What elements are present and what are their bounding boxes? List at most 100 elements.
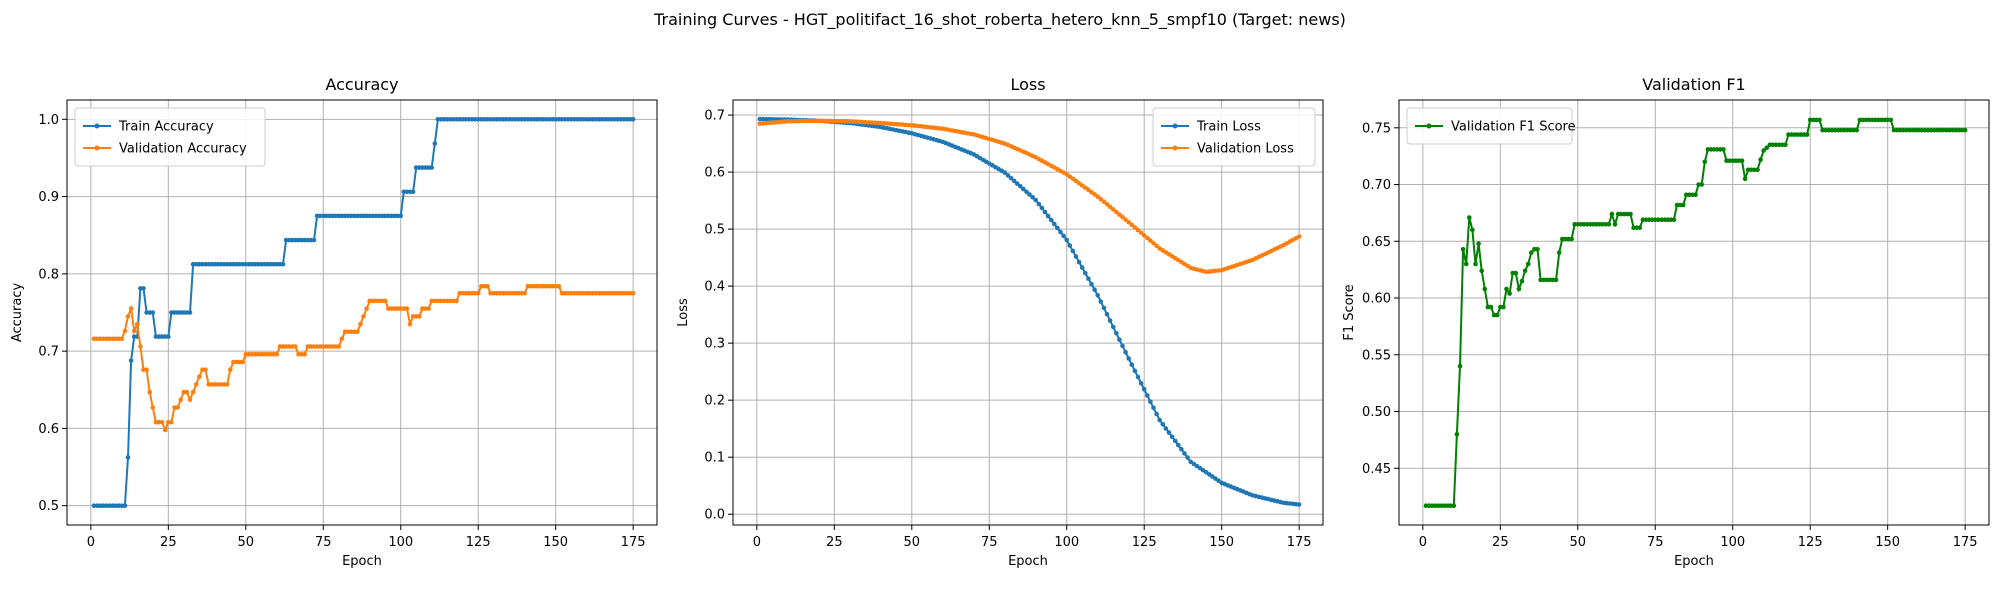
data-point — [1832, 127, 1838, 133]
x-axis-label: Epoch — [1674, 554, 1714, 569]
data-point — [609, 290, 614, 296]
data-point — [1228, 264, 1234, 270]
data-point — [97, 503, 103, 509]
data-point — [578, 117, 583, 122]
data-point — [1835, 127, 1841, 133]
data-point — [1674, 202, 1680, 208]
data-point — [959, 147, 964, 152]
data-point — [1011, 178, 1017, 184]
data-point — [541, 117, 546, 122]
x-tick-label: 25 — [1492, 535, 1509, 550]
data-point — [894, 121, 899, 127]
data-point — [565, 117, 571, 122]
data-point — [429, 165, 435, 170]
data-point — [959, 129, 964, 135]
data-point — [813, 118, 818, 124]
x-tick-label: 175 — [1953, 535, 1978, 550]
data-point — [1275, 245, 1280, 251]
data-point — [1699, 182, 1704, 187]
data-point — [1076, 259, 1082, 265]
data-point — [1176, 257, 1181, 263]
data-point — [1684, 192, 1689, 198]
data-point — [1114, 209, 1119, 215]
data-point — [983, 135, 989, 141]
data-point — [510, 117, 515, 122]
data-point — [317, 344, 323, 349]
data-point — [172, 405, 177, 410]
data-point — [348, 213, 354, 219]
data-point — [122, 328, 128, 334]
data-point — [500, 290, 506, 296]
data-point — [1485, 304, 1491, 310]
legend-marker — [1426, 123, 1432, 129]
data-point — [1247, 491, 1252, 497]
data-point — [243, 261, 249, 267]
data-point — [364, 213, 369, 219]
data-point — [333, 213, 339, 219]
data-point — [104, 503, 109, 509]
legend-label: Train Loss — [1196, 120, 1261, 135]
data-point — [841, 120, 846, 125]
data-point — [1058, 168, 1063, 174]
x-tick-label: 50 — [238, 535, 255, 550]
data-point — [94, 336, 100, 342]
data-point — [1498, 304, 1503, 310]
x-tick-label: 150 — [1209, 535, 1234, 550]
data-point — [144, 310, 149, 315]
x-tick-label: 25 — [826, 535, 843, 550]
data-point — [1730, 158, 1735, 163]
data-point — [311, 344, 317, 349]
data-point — [928, 125, 933, 130]
data-point — [327, 213, 332, 219]
data-point — [1553, 277, 1559, 283]
data-point — [1634, 225, 1639, 230]
data-point — [1070, 176, 1076, 182]
data-point — [593, 290, 599, 296]
data-point — [361, 213, 366, 219]
data-point — [386, 213, 391, 219]
data-point — [572, 117, 577, 122]
data-point — [819, 118, 825, 124]
data-point — [1637, 225, 1643, 230]
data-point — [525, 117, 531, 122]
data-point — [537, 283, 543, 289]
data-point — [866, 120, 871, 125]
data-point — [1426, 503, 1432, 509]
data-point — [1067, 174, 1073, 179]
y-tick-label: 0.2 — [704, 394, 725, 409]
data-point — [971, 152, 977, 157]
x-tick-label: 125 — [466, 535, 491, 550]
data-point — [1234, 486, 1240, 492]
data-point — [228, 367, 233, 373]
data-point — [937, 126, 942, 131]
data-point — [810, 118, 815, 123]
data-point — [1296, 502, 1302, 507]
data-point — [537, 117, 543, 122]
data-point — [779, 119, 784, 125]
data-point — [553, 283, 558, 289]
data-point — [1745, 167, 1751, 173]
data-point — [1609, 211, 1615, 217]
data-point — [209, 382, 214, 387]
data-point — [113, 336, 118, 342]
data-point — [286, 237, 292, 243]
data-point — [299, 351, 304, 357]
data-point — [925, 135, 930, 140]
data-point — [1244, 490, 1249, 496]
data-point — [825, 119, 831, 124]
data-point — [156, 419, 162, 425]
data-point — [1222, 481, 1228, 487]
data-point — [1014, 146, 1020, 152]
data-point — [1618, 211, 1624, 217]
data-point — [863, 122, 868, 128]
data-point — [956, 145, 961, 151]
data-point — [618, 290, 623, 296]
data-point — [1476, 241, 1481, 246]
data-point — [767, 116, 772, 122]
data-point — [1845, 127, 1850, 133]
x-tick-label: 100 — [388, 535, 413, 550]
data-point — [200, 261, 205, 267]
data-point — [91, 503, 97, 509]
data-point — [1188, 265, 1193, 271]
